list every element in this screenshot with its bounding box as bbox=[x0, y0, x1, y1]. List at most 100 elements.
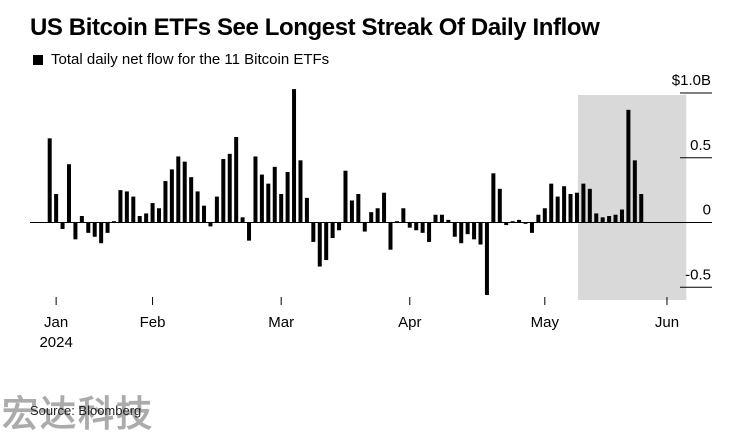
bar bbox=[99, 222, 104, 244]
bar bbox=[124, 191, 129, 223]
bar bbox=[549, 183, 554, 223]
bar bbox=[150, 203, 155, 223]
x-tick-label: May bbox=[531, 314, 560, 331]
bar bbox=[137, 216, 142, 223]
highlight-band bbox=[577, 95, 687, 300]
bar bbox=[298, 160, 303, 223]
bar bbox=[208, 222, 213, 227]
bar bbox=[529, 222, 534, 233]
bar bbox=[639, 194, 644, 223]
bar bbox=[66, 164, 71, 223]
bar bbox=[574, 192, 579, 223]
bar bbox=[472, 222, 477, 240]
bar bbox=[144, 213, 149, 223]
bar-chart: $1.0B 0.5 0 -0.5 Jan 2024 Feb Mar Apr May Jun bbox=[30, 72, 712, 351]
bar bbox=[79, 216, 84, 223]
bar bbox=[92, 222, 97, 237]
y-tick-label: -0.5 bbox=[685, 266, 711, 283]
x-tick-label: Feb bbox=[140, 314, 166, 331]
bar bbox=[427, 222, 432, 242]
bar bbox=[60, 222, 65, 229]
bar bbox=[536, 214, 541, 223]
bar bbox=[195, 191, 200, 223]
bar bbox=[388, 222, 393, 250]
bar bbox=[362, 222, 367, 232]
bar bbox=[446, 219, 451, 223]
bar bbox=[105, 222, 110, 233]
bar bbox=[330, 222, 335, 239]
bar bbox=[240, 217, 245, 223]
bar bbox=[247, 222, 252, 241]
bar bbox=[227, 153, 232, 223]
x-tick-label: Jan bbox=[44, 314, 68, 331]
bar bbox=[510, 221, 515, 223]
bar bbox=[73, 222, 78, 240]
bar bbox=[349, 200, 354, 223]
bar bbox=[562, 186, 567, 223]
bar bbox=[337, 222, 342, 231]
bar bbox=[394, 221, 399, 223]
bar bbox=[632, 160, 637, 223]
bar bbox=[259, 174, 264, 223]
x-tick-sublabel: 2024 bbox=[39, 334, 72, 351]
watermark-text: 宏达科技 bbox=[2, 394, 154, 433]
bar bbox=[221, 159, 226, 223]
bar bbox=[343, 170, 348, 223]
bar bbox=[253, 156, 258, 223]
bar bbox=[491, 173, 496, 223]
watermark-logo: 宏达科技 bbox=[0, 388, 170, 433]
y-tick-label: $1.0B bbox=[672, 72, 711, 89]
bar bbox=[292, 89, 297, 223]
y-tick-label: 0.5 bbox=[690, 137, 711, 154]
chart-title: US Bitcoin ETFs See Longest Streak Of Da… bbox=[30, 14, 600, 41]
bar bbox=[607, 216, 612, 223]
bar bbox=[266, 183, 271, 223]
bar bbox=[414, 222, 419, 231]
bar bbox=[375, 208, 380, 223]
bar bbox=[433, 214, 438, 223]
bar bbox=[523, 222, 528, 224]
bar bbox=[324, 222, 329, 261]
legend-swatch bbox=[33, 54, 43, 65]
bar bbox=[47, 138, 52, 223]
bar bbox=[382, 192, 387, 223]
bar bbox=[555, 196, 560, 223]
bar bbox=[311, 222, 316, 242]
bar bbox=[86, 222, 91, 233]
bar bbox=[304, 197, 309, 223]
source-note: Source: Bloomberg bbox=[30, 403, 142, 418]
bar bbox=[285, 171, 290, 223]
bar bbox=[465, 222, 470, 235]
bar bbox=[401, 208, 406, 223]
bar bbox=[407, 222, 412, 228]
bar bbox=[202, 205, 207, 223]
bar bbox=[600, 217, 605, 223]
bar bbox=[356, 194, 361, 223]
bar bbox=[369, 212, 374, 223]
bar bbox=[169, 169, 174, 223]
bar bbox=[478, 222, 483, 245]
bar bbox=[568, 194, 573, 223]
bar bbox=[452, 222, 457, 237]
bar bbox=[581, 183, 586, 223]
bar bbox=[317, 222, 322, 267]
bar bbox=[594, 213, 599, 223]
bar bbox=[112, 221, 116, 223]
x-tick-label: Mar bbox=[268, 314, 294, 331]
bar bbox=[459, 222, 464, 244]
bar bbox=[182, 161, 187, 223]
bar bbox=[626, 109, 631, 223]
bar bbox=[587, 188, 592, 223]
bar bbox=[163, 181, 168, 223]
bar bbox=[272, 166, 277, 223]
y-tick-label: 0 bbox=[703, 202, 711, 219]
bar bbox=[497, 188, 502, 223]
bar bbox=[157, 208, 162, 223]
x-tick-label: Jun bbox=[655, 314, 679, 331]
bar bbox=[613, 214, 618, 223]
bar bbox=[189, 177, 194, 223]
bar bbox=[118, 190, 123, 223]
bar bbox=[542, 208, 547, 223]
bar bbox=[234, 137, 239, 223]
bar bbox=[484, 222, 489, 296]
